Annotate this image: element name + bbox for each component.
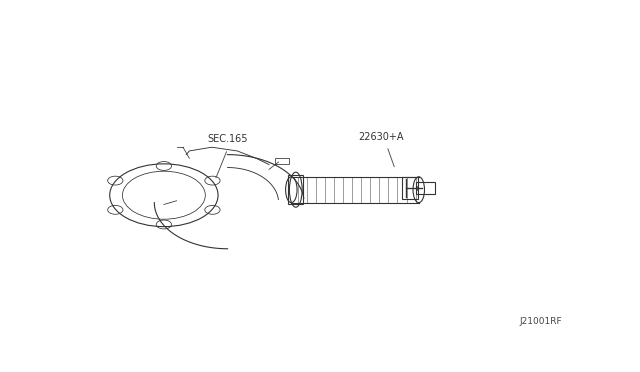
Text: 22630+A: 22630+A xyxy=(358,132,403,142)
Text: SEC.165: SEC.165 xyxy=(207,134,248,144)
Text: J21001RF: J21001RF xyxy=(520,317,562,326)
